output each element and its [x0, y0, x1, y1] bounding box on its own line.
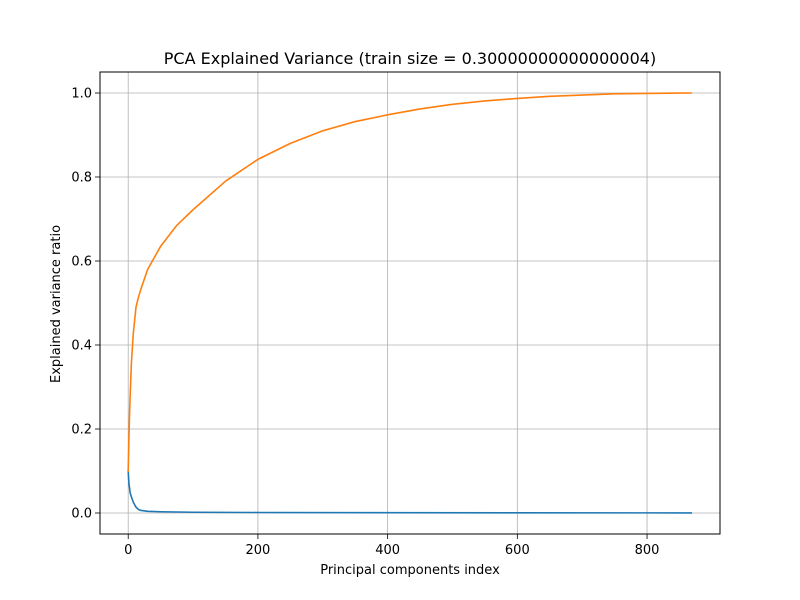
- y-tick-label: 0.6: [71, 255, 92, 270]
- plot-frame: [99, 71, 721, 535]
- y-axis-label: Explained variance ratio: [49, 225, 64, 383]
- cumulative-variance-line: [127, 92, 692, 472]
- x-tick-label: 0: [124, 543, 132, 558]
- y-tick-label: 0.2: [71, 423, 92, 438]
- series-layer: [127, 92, 692, 514]
- y-tick-label: 0.8: [71, 171, 92, 186]
- x-axis-label: Principal components index: [320, 563, 500, 578]
- y-tick-label: 0.0: [71, 507, 92, 522]
- x-tick-label: 800: [635, 543, 660, 558]
- chart-title: PCA Explained Variance (train size = 0.3…: [164, 49, 656, 68]
- x-tick-label: 400: [375, 543, 400, 558]
- y-tick-label: 1.0: [71, 87, 92, 102]
- grid-layer: [100, 72, 720, 534]
- x-tick-label: 600: [505, 543, 530, 558]
- x-tick-label: 200: [246, 543, 271, 558]
- explained-variance-line: [127, 470, 692, 514]
- tick-layer: 0 200 400 600 800 0.0 0.2 0.4 0.6 0.8 1.0: [71, 87, 659, 559]
- y-tick-label: 0.4: [71, 339, 92, 354]
